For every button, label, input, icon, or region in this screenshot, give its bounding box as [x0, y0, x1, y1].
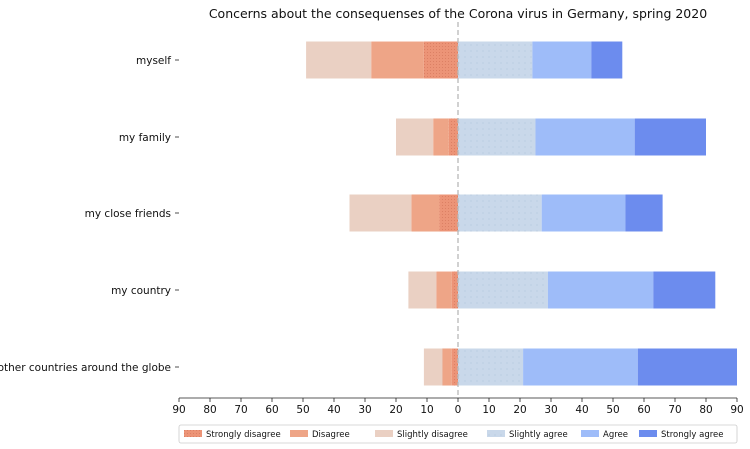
y-category-label: other countries around the globe	[0, 362, 171, 374]
legend-swatch	[639, 430, 657, 437]
legend: Strongly disagree Disagree Slightly disagr…	[178, 424, 738, 444]
legend-label: Disagree	[312, 430, 350, 440]
x-tick-label: 20	[389, 404, 402, 416]
legend-label: Strongly disagree	[206, 430, 281, 440]
legend-swatch-texture	[184, 430, 202, 437]
x-tick-label: 90	[172, 404, 185, 416]
x-tick-label: 50	[296, 404, 309, 416]
bar-segment-texture	[458, 118, 536, 156]
bar-segment	[541, 194, 626, 232]
bar-segment	[523, 348, 638, 386]
x-tick-label: 70	[668, 404, 681, 416]
bar-segment-texture	[458, 41, 533, 79]
bar-segment	[423, 348, 443, 386]
x-tick-label: 60	[265, 404, 278, 416]
x-tick-label: 50	[606, 404, 619, 416]
bar-segment-texture	[371, 41, 424, 79]
x-tick-label: 60	[637, 404, 650, 416]
x-tick-label: 30	[544, 404, 557, 416]
bar-segment-texture	[451, 271, 458, 309]
x-tick-label: 10	[420, 404, 433, 416]
bar-segment	[408, 271, 437, 309]
legend-label: Strongly agree	[661, 430, 723, 440]
bar-segment	[535, 118, 635, 156]
legend-label: Slightly agree	[509, 430, 568, 440]
y-category-label: my country	[111, 285, 171, 297]
bar-segment	[349, 194, 412, 232]
x-tick-label: 10	[482, 404, 495, 416]
x-tick-label: 90	[730, 404, 743, 416]
bar-segment	[653, 271, 716, 309]
bars-group	[306, 41, 737, 386]
y-category-label: my family	[119, 132, 171, 144]
legend-swatch	[375, 430, 393, 437]
legend-frame	[178, 424, 738, 444]
bar-segment	[634, 118, 706, 156]
x-tick-label: 40	[575, 404, 588, 416]
x-tick-label: 80	[203, 404, 216, 416]
x-axis-ticks: 90 80 70 60 50 40 30 20 10 0 10 20 30 40 50 60 70 80 90	[172, 398, 744, 416]
x-tick-label: 70	[234, 404, 247, 416]
x-tick-label: 20	[513, 404, 526, 416]
legend-label: Slightly disagree	[397, 430, 468, 440]
bar-segment-texture	[439, 194, 458, 232]
bar-segment-texture	[442, 348, 452, 386]
bar-segment-texture	[458, 348, 524, 386]
y-axis-labels: myself my family my close friends my countr…	[0, 55, 179, 374]
bar-segment-texture	[458, 194, 542, 232]
y-category-label: my close friends	[85, 208, 171, 220]
bar-segment-texture	[451, 348, 458, 386]
bar-segment-texture	[436, 271, 452, 309]
x-tick-label: 30	[358, 404, 371, 416]
x-tick-label: 0	[455, 404, 462, 416]
bar-segment-texture	[433, 118, 449, 156]
x-tick-label: 40	[327, 404, 340, 416]
legend-swatch-texture	[487, 430, 505, 437]
bar-segment	[591, 41, 623, 79]
legend-swatch	[581, 430, 599, 437]
y-category-label: myself	[136, 55, 171, 67]
x-tick-label: 80	[699, 404, 712, 416]
bar-segment	[547, 271, 654, 309]
bar-segment-texture	[423, 41, 458, 79]
chart-title: Concerns about the consequenses of the C…	[209, 6, 707, 21]
bar-segment-texture	[411, 194, 440, 232]
bar-segment-texture	[458, 271, 548, 309]
bar-segment	[306, 41, 372, 79]
bar-segment-texture	[448, 118, 458, 156]
legend-label: Agree	[603, 430, 628, 440]
bar-segment	[396, 118, 434, 156]
bar-segment	[532, 41, 592, 79]
bar-segment	[625, 194, 663, 232]
bar-segment	[637, 348, 737, 386]
legend-swatch-texture	[290, 430, 308, 437]
